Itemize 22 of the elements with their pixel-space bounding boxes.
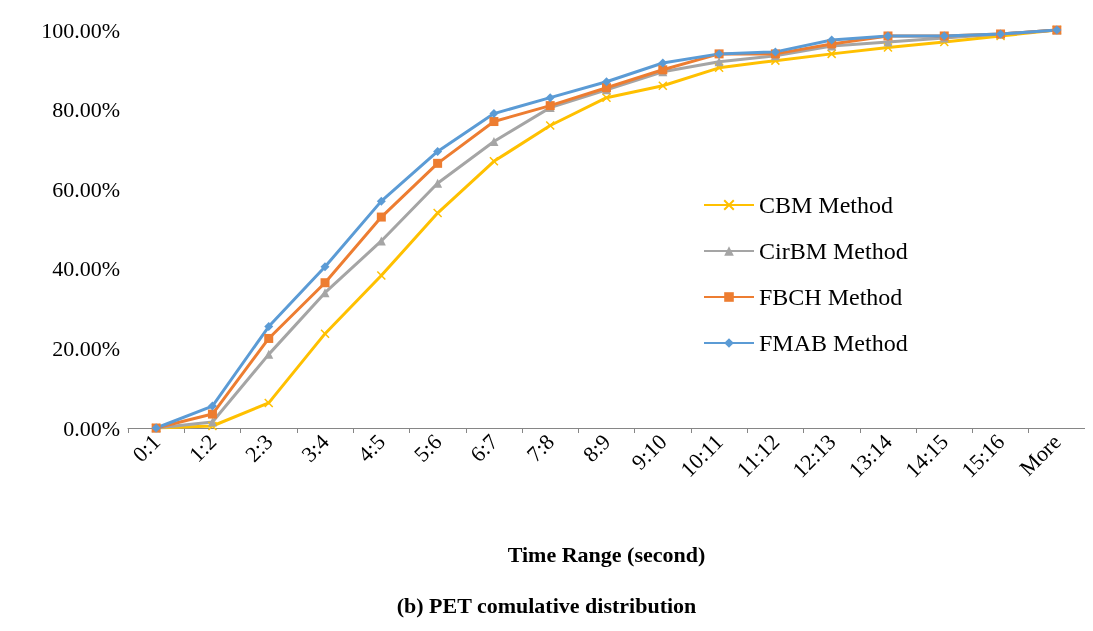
x-tick-label: 5:6 (408, 429, 447, 467)
x-tick-label: 4:5 (352, 429, 391, 467)
x-axis-title: Time Range (second) (507, 541, 706, 567)
y-tick-label: 40.00% (52, 256, 120, 282)
x-tick-label: 8:9 (577, 429, 616, 467)
text: (b) PET comulative distribution (396, 592, 697, 618)
y-tick-label: 100.00% (41, 17, 120, 43)
legend-label: CirBM Method (759, 238, 908, 264)
x-tick-label: 9:10 (626, 429, 672, 475)
x-tick-label: 3:4 (296, 429, 334, 467)
y-tick-label: 80.00% (52, 97, 120, 123)
legend-label: FBCH Method (759, 284, 903, 310)
y-tick-label: 20.00% (52, 335, 120, 361)
x-tick-label: 0:1 (127, 429, 165, 467)
legend-label: FMAB Method (759, 330, 908, 356)
x-tick-label: 1:2 (183, 429, 222, 467)
x-tick-label: 6:7 (465, 429, 503, 467)
x-tick-label: 7:8 (521, 429, 560, 467)
x-tick-label: 2:3 (240, 429, 278, 467)
y-tick-label: 0.00% (63, 415, 120, 441)
legend-label: CBM Method (759, 192, 894, 218)
y-tick-label: 60.00% (52, 176, 120, 202)
